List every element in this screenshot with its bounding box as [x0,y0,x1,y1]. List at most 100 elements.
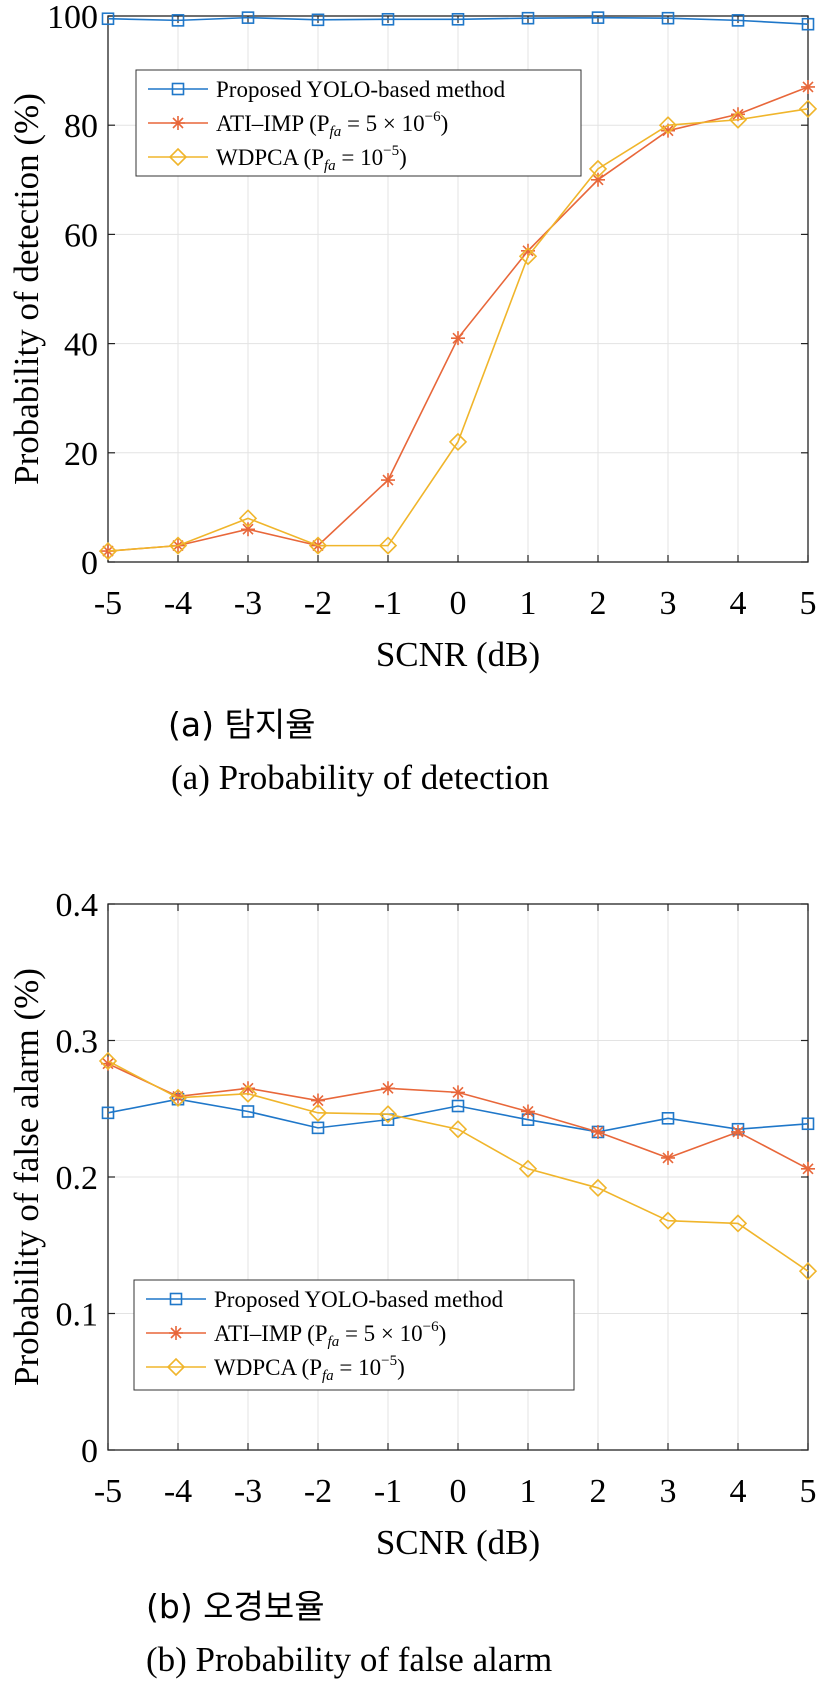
y-axis-label: Probability of false alarm (%) [7,968,46,1386]
data-point [238,509,258,528]
legend-label: WDPCA (Pfa = 10−5) [216,143,407,174]
x-tick-label: 1 [520,1473,537,1510]
legend-superscript: −6 [425,109,441,125]
x-tick-label: -3 [234,585,262,622]
legend-box [135,69,582,177]
legend-text: = 5 × 10 [341,111,424,136]
data-point [241,1105,255,1118]
data-point [171,1089,185,1104]
data-point [168,1088,188,1107]
data-point [731,107,745,122]
data-point [98,1051,118,1071]
data-point [381,12,395,26]
x-tick-label: -5 [94,585,122,622]
legend-superscript: −5 [381,1353,397,1369]
data-point [168,536,188,555]
caption-b-english: (b) Probability of false alarm [146,1640,553,1679]
y-tick-label: 20 [64,436,98,473]
legend-label: ATI–IMP (Pfa = 5 × 10−6) [216,109,448,140]
data-point [521,11,535,25]
data-point [521,243,535,258]
y-tick-label: 0.4 [56,887,99,924]
legend-text: WDPCA (P [214,1355,322,1380]
legend-text: ) [397,1355,405,1380]
x-tick-label: 3 [660,1473,677,1510]
legend-text: ) [439,1321,447,1346]
legend-entry: Proposed YOLO-based method [148,77,506,102]
legend-box [133,1279,575,1391]
legend-marker [166,1357,186,1377]
legend-marker [168,147,188,167]
series-line [107,1060,809,1272]
legend-text: = 10 [336,145,383,170]
y-tick-label: 0.3 [56,1024,99,1061]
data-point [101,1106,115,1120]
legend-entry: Proposed YOLO-based method [146,1287,504,1312]
series-0 [101,11,815,31]
data-point [101,12,115,26]
data-point [591,1124,605,1139]
x-tick-label: 5 [800,1473,817,1510]
legend-subscript: fa [330,124,342,140]
data-point [381,1081,395,1096]
x-tick-label: -4 [164,585,192,622]
chart-false-alarm: -5 -4 -3 -2 -1 0 1 2 3 4 5 0 0.1 0.2 0.3 0.4 SCNR (dB) Pr… [7,887,818,1562]
data-point [801,1117,815,1131]
caption-b-korean: (b) 오경보율 [146,1587,325,1626]
legend-text: ) [399,145,407,170]
legend-entry: WDPCA (Pfa = 10−5) [148,143,407,174]
data-point [658,116,678,135]
data-point [381,473,395,488]
data-point [378,1105,398,1124]
data-point [308,1103,328,1122]
x-tick-label: -4 [164,1473,192,1510]
x-tick-label: 1 [520,585,537,622]
y-tick-label: 100 [47,0,98,36]
data-point [661,123,675,138]
legend-marker [169,1326,183,1340]
legend-entry: ATI–IMP (Pfa = 5 × 10−6) [146,1319,446,1350]
x-tick-label: 3 [660,585,677,622]
legend-text: Proposed YOLO-based method [216,77,506,102]
data-point [518,247,538,266]
data-point [241,522,255,537]
data-point [311,1093,325,1108]
x-tick-label: -1 [374,585,402,622]
x-tick-label: 4 [730,1473,747,1510]
data-point [518,1159,538,1178]
x-tick-label: 5 [800,585,817,622]
y-tick-label: 60 [64,217,98,254]
legend-marker [171,116,185,130]
series-1 [101,1056,815,1176]
data-point [588,159,608,179]
legend-superscript: −6 [423,1319,439,1335]
legend-text: = 5 × 10 [339,1321,422,1346]
y-tick-label: 40 [64,327,98,364]
legend-superscript: −5 [383,143,399,159]
data-point [798,99,818,118]
data-point [101,1056,115,1071]
y-tick-label: 0 [81,1433,98,1470]
data-point [448,1120,468,1139]
caption-a-english: (a) Probability of detection [171,758,550,797]
x-tick-label: -2 [304,1473,332,1510]
data-point [241,1081,255,1096]
data-point [311,1121,325,1135]
series-line [107,1098,809,1133]
legend-text: ATI–IMP (P [216,111,330,136]
legend-text: = 10 [334,1355,381,1380]
x-tick-label: -3 [234,1473,262,1510]
data-point [311,13,325,27]
data-point [591,11,605,24]
x-axis-label: SCNR (dB) [376,1523,540,1562]
data-point [588,1178,608,1198]
data-point [451,331,465,346]
x-tick-label: 2 [590,585,607,622]
data-point [728,1214,748,1233]
series-2 [98,1051,818,1281]
legend-label: WDPCA (Pfa = 10−5) [214,1353,405,1384]
data-point [801,17,815,31]
legend: Proposed YOLO-based method ATI–IMP (Pfa =… [133,1279,575,1391]
x-tick-label: 0 [450,1473,467,1510]
legend-text: ) [441,111,449,136]
